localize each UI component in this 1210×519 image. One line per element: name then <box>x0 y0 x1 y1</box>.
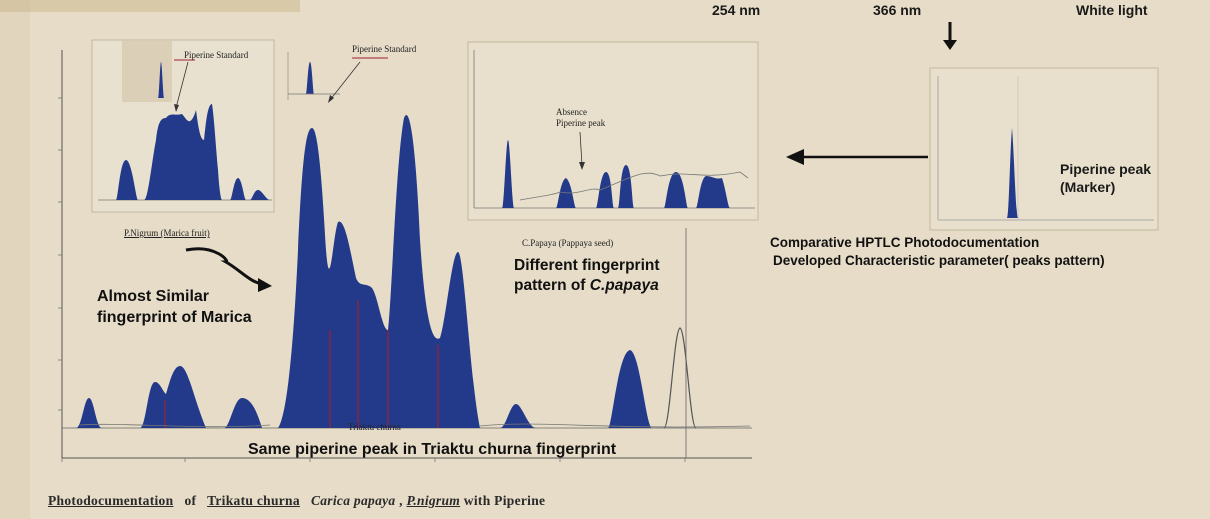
absence-line2: Piperine peak <box>556 118 606 128</box>
inset-middle <box>287 52 388 103</box>
marker-label-line1: Piperine peak <box>1060 161 1152 177</box>
inset-left-standard-peak <box>158 62 164 98</box>
caption-part2: of <box>184 493 197 508</box>
cpapaya-sample-label: C.Papaya (Pappaya seed) <box>522 238 614 248</box>
diff-line2-prefix: pattern of <box>514 277 590 294</box>
caption-part3: Trikatu churna <box>207 493 300 508</box>
main-peaks <box>76 114 652 429</box>
almost-line2: fingerprint of Marica <box>97 309 252 326</box>
inset-right-absence-label: Absence Piperine peak <box>556 107 605 129</box>
caption-part4: Carica papaya <box>310 493 396 508</box>
same-peak-annotation: Same piperine peak in Triaktu churna fin… <box>248 441 617 458</box>
label-white-light: White light <box>1076 2 1148 18</box>
pnigrum-sample-label: P.Nigrum (Marica fruit) <box>124 228 210 238</box>
left-arrow <box>786 149 928 165</box>
bottom-caption: Photodocumentation of Trikatu churna Car… <box>48 493 545 509</box>
inset-left-pointer <box>175 61 189 109</box>
inset-left-label: Piperine Standard <box>184 50 249 60</box>
caption-part7: with Piperine <box>463 493 546 508</box>
caption-part6: P.nigrum <box>406 493 461 508</box>
different-fingerprint-annotation: Different fingerprint pattern of C.papay… <box>514 256 660 296</box>
inset-left-standard-box <box>122 40 172 102</box>
diff-line1: Different fingerprint <box>514 257 660 274</box>
main-chromatogram <box>58 50 752 462</box>
main-y-ticks <box>58 97 62 411</box>
comparison-title: Comparative HPTLC Photodocumentation <box>770 235 1040 250</box>
main-track-lines <box>164 300 439 428</box>
almost-similar-annotation: Almost Similar fingerprint of Marica <box>97 286 252 328</box>
inset-middle-label: Piperine Standard <box>352 44 417 54</box>
marker-label-line2: (Marker) <box>1060 179 1116 195</box>
caption-part1: Photodocumentation <box>48 493 174 508</box>
inset-left-peaks <box>116 104 270 200</box>
marker-panel-frame <box>929 67 1159 231</box>
inset-right-peaks <box>502 140 730 208</box>
curved-arrow-head <box>258 278 272 292</box>
marker-label: Piperine peak (Marker) <box>1060 160 1151 196</box>
marker-peak <box>1007 128 1018 218</box>
inset-right-pointer <box>579 131 583 166</box>
main-baseline-noise <box>79 423 751 428</box>
curved-arrow <box>185 247 263 286</box>
label-254nm: 254 nm <box>712 2 761 18</box>
standard-outline-peak <box>663 327 697 429</box>
inset-right-trace <box>519 171 749 201</box>
marker-panel <box>929 67 1159 231</box>
absence-line1: Absence <box>556 107 587 117</box>
triaktu-track-label: Triaktu churna <box>348 422 401 432</box>
caption-part5: , <box>399 493 403 508</box>
diff-line2-species: C.papaya <box>589 277 659 294</box>
main-x-ticks <box>61 458 686 462</box>
almost-line1: Almost Similar <box>97 288 210 305</box>
inset-middle-standard-peak <box>306 62 314 94</box>
comparison-subtitle: Developed Characteristic parameter( peak… <box>773 253 1105 268</box>
label-366nm: 366 nm <box>873 2 922 18</box>
inset-left <box>91 39 275 213</box>
down-arrow-366 <box>943 22 957 50</box>
inset-middle-pointer <box>329 61 361 101</box>
inset-right <box>467 41 759 221</box>
